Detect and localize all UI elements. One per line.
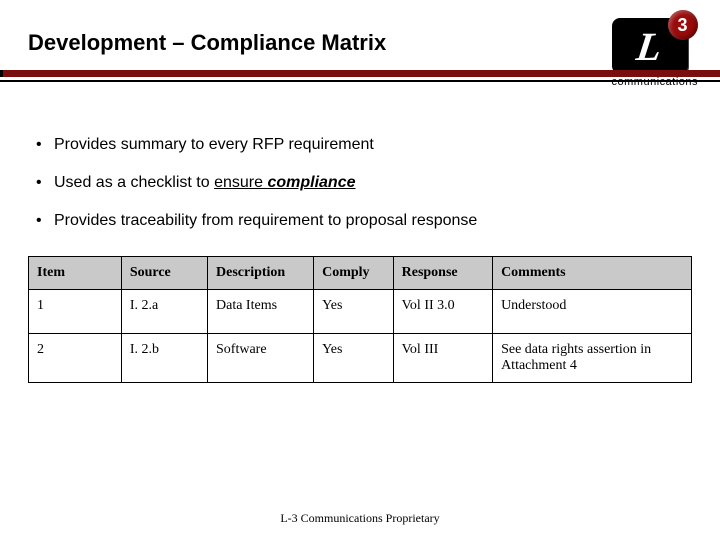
- footer-proprietary: L-3 Communications Proprietary: [0, 511, 720, 526]
- cell-item: 2: [29, 334, 122, 383]
- cell-comments: See data rights assertion in Attachment …: [493, 334, 692, 383]
- col-source: Source: [121, 257, 207, 290]
- cell-response: Vol II 3.0: [393, 290, 492, 334]
- col-description: Description: [208, 257, 314, 290]
- logo-digit-icon: 3: [668, 10, 698, 40]
- cell-response: Vol III: [393, 334, 492, 383]
- cell-comply: Yes: [314, 334, 394, 383]
- bullet-list: Provides summary to every RFP requiremen…: [28, 136, 692, 230]
- cell-comments: Understood: [493, 290, 692, 334]
- cell-source: I. 2.a: [121, 290, 207, 334]
- col-response: Response: [393, 257, 492, 290]
- col-item: Item: [29, 257, 122, 290]
- cell-item: 1: [29, 290, 122, 334]
- table-row: 1 I. 2.a Data Items Yes Vol II 3.0 Under…: [29, 290, 692, 334]
- content-area: Provides summary to every RFP requiremen…: [28, 136, 692, 383]
- bullet-item: Provides traceability from requirement t…: [36, 212, 692, 230]
- logo-box-icon: L 3: [612, 18, 688, 74]
- table-header-row: Item Source Description Comply Response …: [29, 257, 692, 290]
- cell-description: Data Items: [208, 290, 314, 334]
- bullet-text: Provides traceability from requirement t…: [54, 212, 477, 229]
- col-comments: Comments: [493, 257, 692, 290]
- col-comply: Comply: [314, 257, 394, 290]
- slide: Development – Compliance Matrix L 3 comm…: [0, 0, 720, 540]
- divider-black: [0, 80, 720, 82]
- bullet-text: Used as a checklist to: [54, 174, 214, 191]
- logo-letter: L: [634, 23, 665, 70]
- bullet-item: Used as a checklist to ensure compliance: [36, 174, 692, 192]
- slide-header: Development – Compliance Matrix L 3 comm…: [28, 24, 692, 94]
- table-row: 2 I. 2.b Software Yes Vol III See data r…: [29, 334, 692, 383]
- bullet-underlined: ensure: [214, 174, 267, 191]
- logo-subtitle: communications: [612, 76, 698, 88]
- cell-source: I. 2.b: [121, 334, 207, 383]
- cell-comply: Yes: [314, 290, 394, 334]
- bullet-text: Provides summary to every RFP requiremen…: [54, 136, 374, 153]
- company-logo: L 3 communications: [612, 18, 698, 88]
- cell-description: Software: [208, 334, 314, 383]
- bullet-item: Provides summary to every RFP requiremen…: [36, 136, 692, 154]
- bullet-emphasis: compliance: [267, 174, 355, 191]
- compliance-table: Item Source Description Comply Response …: [28, 256, 692, 383]
- page-title: Development – Compliance Matrix: [28, 24, 692, 56]
- divider-red: [0, 70, 720, 77]
